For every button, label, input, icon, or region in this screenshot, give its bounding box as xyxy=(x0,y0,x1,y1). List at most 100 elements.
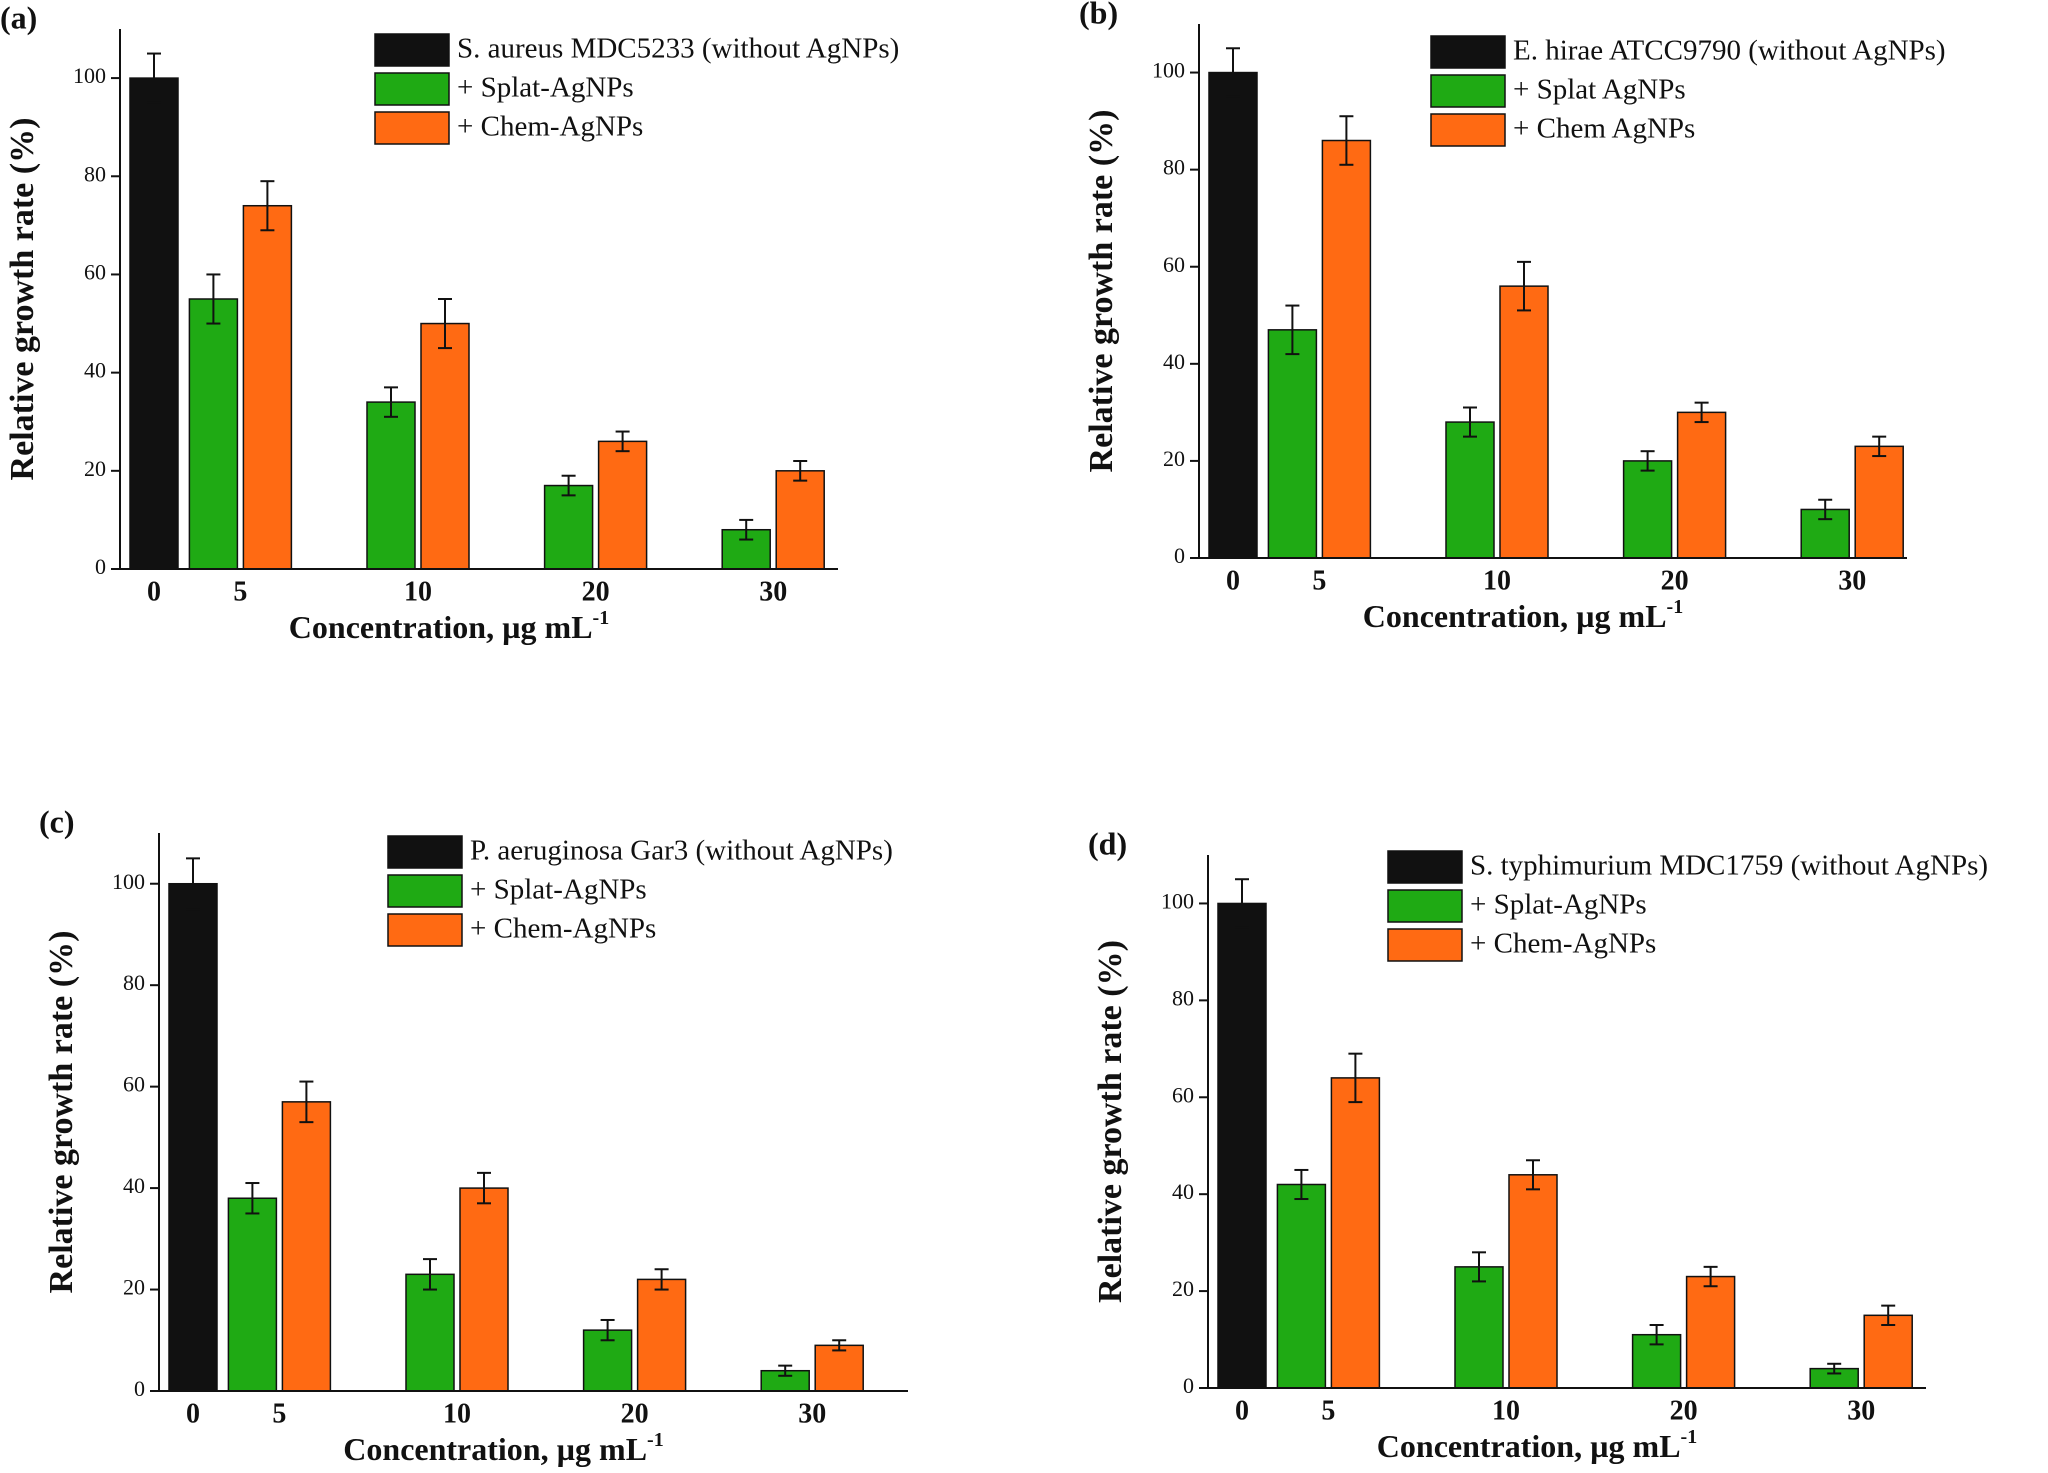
error-bar xyxy=(615,430,630,453)
bar xyxy=(1863,1314,1913,1389)
legend-label: S. aureus MDC5233 (without AgNPs) xyxy=(457,33,899,65)
bar xyxy=(543,484,594,570)
x-tick-label: 30 xyxy=(798,1398,826,1429)
error-bar xyxy=(1463,406,1477,438)
bar xyxy=(814,1344,864,1392)
legend-swatch xyxy=(1430,74,1506,108)
x-axis-label-sup: -1 xyxy=(1681,1426,1698,1448)
y-tick-label: 0 xyxy=(134,1376,145,1401)
x-tick-label: 20 xyxy=(1661,565,1689,596)
bar xyxy=(405,1273,455,1392)
error-bar xyxy=(1472,1251,1486,1283)
error-bar xyxy=(1649,1324,1664,1346)
x-tick-label: 0 xyxy=(1226,565,1240,596)
y-tick-label: 20 xyxy=(1163,446,1185,471)
panel-label: (d) xyxy=(1088,825,1127,861)
y-tick-label: 40 xyxy=(1163,349,1185,374)
error-bar xyxy=(260,180,275,232)
x-axis-label-sup: -1 xyxy=(593,607,610,629)
bar xyxy=(420,322,470,570)
y-tick-label: 100 xyxy=(1152,58,1185,83)
x-axis-label: Concentration, µg mL-1 xyxy=(289,607,609,646)
bar xyxy=(1508,1174,1558,1389)
error-bar xyxy=(1694,401,1709,424)
error-bar xyxy=(739,518,754,541)
y-tick-label: 0 xyxy=(1183,1373,1194,1398)
bar xyxy=(1622,460,1673,559)
bar xyxy=(1454,1266,1504,1389)
error-bar xyxy=(1872,435,1887,458)
legend-swatch xyxy=(374,72,450,106)
legend-swatch xyxy=(387,913,463,947)
panel: (b) Relative growth rate (%) Concentration… xyxy=(1079,0,1946,634)
x-tick-label: 10 xyxy=(1483,565,1511,596)
y-tick-label: 80 xyxy=(1163,155,1185,180)
x-tick-label: 20 xyxy=(582,576,610,607)
error-bar xyxy=(778,1364,793,1377)
y-tick-label: 40 xyxy=(84,358,106,383)
bar xyxy=(459,1187,509,1392)
y-tick-label: 60 xyxy=(1172,1082,1194,1107)
error-bar xyxy=(1526,1159,1540,1191)
x-tick-label: 30 xyxy=(1847,1395,1875,1426)
bar xyxy=(366,401,416,570)
bar xyxy=(242,204,293,570)
legend-swatch xyxy=(374,33,450,67)
error-bar xyxy=(206,273,221,325)
bar xyxy=(775,470,825,570)
y-tick-label: 0 xyxy=(1174,543,1185,568)
y-tick-label: 60 xyxy=(1163,252,1185,277)
error-bar xyxy=(423,1258,437,1291)
y-tick-label: 80 xyxy=(1172,985,1194,1010)
bar xyxy=(227,1197,278,1392)
legend-label: E. hirae ATCC9790 (without AgNPs) xyxy=(1513,35,1946,67)
x-axis-label-text: Concentration, µg mL xyxy=(343,1431,647,1467)
x-axis-label: Concentration, µg mL-1 xyxy=(1377,1426,1697,1465)
x-tick-label: 5 xyxy=(233,576,247,607)
panel: (c) Relative growth rate (%) Concentration… xyxy=(39,803,908,1467)
legend-swatch xyxy=(387,874,463,908)
bar xyxy=(1685,1275,1736,1389)
y-tick-label: 80 xyxy=(123,970,145,995)
error-bar xyxy=(561,474,576,497)
bar xyxy=(1445,421,1495,559)
bar xyxy=(1276,1183,1327,1389)
legend-swatch xyxy=(1387,889,1463,923)
x-tick-label: 10 xyxy=(443,1398,471,1429)
error-bar xyxy=(1226,47,1240,98)
legend-label: + Splat-AgNPs xyxy=(1470,889,1647,921)
legend-swatch xyxy=(1430,35,1506,69)
bar xyxy=(636,1278,687,1392)
x-axis-label-text: Concentration, µg mL xyxy=(1363,598,1667,634)
error-bar xyxy=(1881,1304,1896,1327)
y-axis-label: Relative growth rate (%) xyxy=(1083,110,1120,473)
error-bar xyxy=(384,386,398,418)
error-bar xyxy=(600,1318,615,1342)
error-bar xyxy=(299,1080,314,1124)
bar xyxy=(188,298,239,570)
panel-label: (a) xyxy=(0,0,37,35)
x-axis-label-text: Concentration, µg mL xyxy=(289,609,593,645)
legend-label: + Splat-AgNPs xyxy=(470,874,647,906)
error-bar xyxy=(1285,304,1300,356)
y-tick-label: 60 xyxy=(84,260,106,285)
legend-swatch xyxy=(1387,928,1463,962)
panel: (a) Relative growth rate (%) Concentration… xyxy=(0,0,899,645)
y-tick-label: 20 xyxy=(1172,1276,1194,1301)
error-bar xyxy=(1640,450,1655,472)
error-bar xyxy=(438,298,452,350)
x-tick-label: 20 xyxy=(1670,1395,1698,1426)
legend-label: + Chem-AgNPs xyxy=(470,913,656,945)
bar xyxy=(1499,285,1549,559)
y-tick-label: 40 xyxy=(123,1173,145,1198)
y-tick-label: 60 xyxy=(123,1072,145,1097)
x-tick-label: 5 xyxy=(1312,565,1326,596)
x-tick-label: 5 xyxy=(1321,1395,1335,1426)
x-axis-label-sup: -1 xyxy=(647,1429,664,1451)
x-tick-label: 30 xyxy=(1838,565,1866,596)
y-tick-label: 100 xyxy=(112,869,145,894)
x-axis-label-text: Concentration, µg mL xyxy=(1377,1428,1681,1464)
bar xyxy=(129,77,179,570)
legend-swatch xyxy=(374,111,450,145)
